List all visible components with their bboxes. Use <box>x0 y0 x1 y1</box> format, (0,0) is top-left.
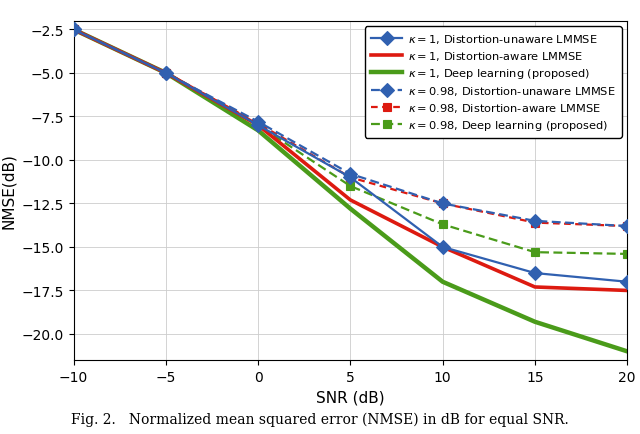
$\kappa = 0.98$, Distortion-unaware LMMSE <box>162 71 170 76</box>
$\kappa = 1$, Distortion-unaware LMMSE <box>162 71 170 76</box>
$\kappa = 0.98$, Distortion-aware LMMSE <box>347 175 355 181</box>
Legend: $\kappa = 1$, Distortion-unaware LMMSE, $\kappa = 1$, Distortion-aware LMMSE, $\: $\kappa = 1$, Distortion-unaware LMMSE, … <box>365 27 621 138</box>
Line: $\kappa = 0.98$, Distortion-unaware LMMSE: $\kappa = 0.98$, Distortion-unaware LMMS… <box>68 26 632 231</box>
$\kappa = 0.98$, Distortion-aware LMMSE <box>439 201 447 207</box>
$\kappa = 1$, Distortion-unaware LMMSE <box>439 245 447 250</box>
$\kappa = 0.98$, Distortion-aware LMMSE <box>70 28 77 33</box>
$\kappa = 0.98$, Distortion-unaware LMMSE <box>531 219 539 224</box>
$\kappa = 1$, Distortion-unaware LMMSE <box>70 28 77 33</box>
Line: $\kappa = 1$, Distortion-aware LMMSE: $\kappa = 1$, Distortion-aware LMMSE <box>74 30 627 291</box>
$\kappa = 0.98$, Deep learning (proposed) <box>70 28 77 33</box>
X-axis label: SNR (dB): SNR (dB) <box>316 389 385 404</box>
$\kappa = 0.98$, Deep learning (proposed) <box>623 252 631 257</box>
$\kappa = 1$, Distortion-aware LMMSE <box>623 288 631 293</box>
Y-axis label: NMSE(dB): NMSE(dB) <box>1 153 16 229</box>
Text: Fig. 2.   Normalized mean squared error (NMSE) in dB for equal SNR.: Fig. 2. Normalized mean squared error (N… <box>71 411 569 426</box>
$\kappa = 0.98$, Distortion-aware LMMSE <box>162 71 170 76</box>
$\kappa = 1$, Distortion-aware LMMSE <box>347 198 355 203</box>
$\kappa = 1$, Distortion-aware LMMSE <box>162 71 170 76</box>
$\kappa = 1$, Distortion-unaware LMMSE <box>531 271 539 276</box>
$\kappa = 1$, Distortion-unaware LMMSE <box>623 279 631 285</box>
$\kappa = 0.98$, Distortion-aware LMMSE <box>623 224 631 229</box>
Line: $\kappa = 0.98$, Deep learning (proposed): $\kappa = 0.98$, Deep learning (proposed… <box>69 26 632 259</box>
Line: $\kappa = 1$, Distortion-unaware LMMSE: $\kappa = 1$, Distortion-unaware LMMSE <box>68 26 632 287</box>
$\kappa = 1$, Distortion-aware LMMSE <box>70 28 77 33</box>
$\kappa = 0.98$, Distortion-unaware LMMSE <box>439 201 447 207</box>
$\kappa = 1$, Deep learning (proposed) <box>162 71 170 76</box>
$\kappa = 0.98$, Distortion-unaware LMMSE <box>254 120 262 125</box>
$\kappa = 0.98$, Deep learning (proposed) <box>439 222 447 227</box>
$\kappa = 0.98$, Distortion-unaware LMMSE <box>347 172 355 177</box>
$\kappa = 0.98$, Deep learning (proposed) <box>531 250 539 255</box>
$\kappa = 1$, Distortion-unaware LMMSE <box>347 175 355 181</box>
Line: $\kappa = 0.98$, Distortion-aware LMMSE: $\kappa = 0.98$, Distortion-aware LMMSE <box>69 26 632 231</box>
$\kappa = 1$, Distortion-aware LMMSE <box>439 245 447 250</box>
$\kappa = 0.98$, Distortion-aware LMMSE <box>531 220 539 226</box>
$\kappa = 0.98$, Distortion-unaware LMMSE <box>70 28 77 33</box>
$\kappa = 0.98$, Distortion-aware LMMSE <box>254 122 262 127</box>
$\kappa = 1$, Deep learning (proposed) <box>70 28 77 33</box>
$\kappa = 0.98$, Deep learning (proposed) <box>347 184 355 189</box>
$\kappa = 1$, Deep learning (proposed) <box>623 349 631 354</box>
$\kappa = 1$, Deep learning (proposed) <box>347 207 355 212</box>
$\kappa = 0.98$, Distortion-unaware LMMSE <box>623 224 631 229</box>
$\kappa = 1$, Distortion-unaware LMMSE <box>254 123 262 128</box>
$\kappa = 1$, Deep learning (proposed) <box>531 319 539 325</box>
$\kappa = 0.98$, Deep learning (proposed) <box>254 123 262 128</box>
$\kappa = 1$, Distortion-aware LMMSE <box>531 285 539 290</box>
$\kappa = 0.98$, Deep learning (proposed) <box>162 71 170 76</box>
$\kappa = 1$, Deep learning (proposed) <box>439 279 447 285</box>
$\kappa = 1$, Distortion-aware LMMSE <box>254 123 262 128</box>
$\kappa = 1$, Deep learning (proposed) <box>254 128 262 134</box>
Line: $\kappa = 1$, Deep learning (proposed): $\kappa = 1$, Deep learning (proposed) <box>74 30 627 352</box>
